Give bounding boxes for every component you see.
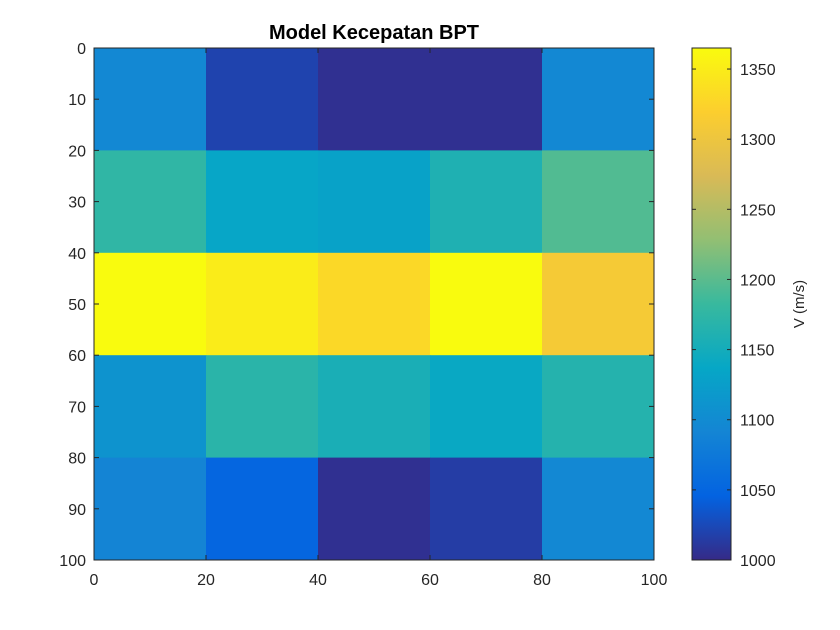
heatmap-cells	[94, 48, 655, 561]
heatmap-cell	[542, 457, 655, 561]
heatmap-cell	[206, 355, 319, 459]
heatmap-cell	[94, 355, 207, 459]
y-tick-label: 30	[68, 195, 86, 212]
heatmap-cell	[542, 355, 655, 459]
heatmap-cell	[542, 252, 655, 356]
y-axis: 0 10 20 30 40 50 60 70 80 90 100	[59, 41, 654, 570]
colorbar	[691, 47, 732, 561]
y-tick-label: 90	[68, 502, 86, 519]
x-tick-label: 60	[421, 572, 439, 589]
x-tick-label: 40	[309, 572, 327, 589]
heatmap-cell	[206, 150, 319, 254]
colorbar-tick-label: 1150	[740, 343, 775, 360]
heatmap-cell	[206, 252, 319, 356]
heatmap-cell	[542, 48, 655, 151]
y-tick-label: 20	[68, 143, 86, 160]
colorbar-tick-label: 1350	[740, 62, 776, 79]
heatmap-cell	[318, 150, 431, 254]
y-tick-label: 0	[77, 41, 86, 58]
y-tick-label: 100	[59, 553, 86, 570]
heatmap-cell	[206, 457, 319, 561]
heatmap-cell	[94, 252, 207, 356]
x-tick-label: 20	[197, 572, 215, 589]
y-tick-label: 60	[68, 348, 86, 365]
colorbar-label: V (m/s)	[791, 280, 808, 328]
x-tick-label: 0	[90, 572, 99, 589]
colorbar-tick-label: 1250	[740, 202, 776, 219]
heatmap-cell	[94, 48, 207, 151]
heatmap-cell	[318, 252, 431, 356]
y-tick-label: 70	[68, 399, 86, 416]
chart-title: Model Kecepatan BPT	[269, 22, 479, 44]
colorbar-axis: 1000 1050 1100 1150 1200 1250 1300 1350	[692, 62, 776, 570]
y-tick-label: 80	[68, 451, 86, 468]
y-tick-label: 10	[68, 92, 86, 109]
heatmap-cell	[94, 150, 207, 254]
colorbar-tick-label: 1050	[740, 483, 776, 500]
heatmap-cell	[94, 457, 207, 561]
heatmap-cell	[318, 457, 431, 561]
heatmap-cell	[318, 355, 431, 459]
heatmap-cell	[430, 355, 543, 459]
colorbar-tick-label: 1000	[740, 553, 776, 570]
heatmap-cell	[206, 48, 319, 151]
y-tick-label: 40	[68, 246, 86, 263]
heatmap-cell	[542, 150, 655, 254]
colorbar-tick-label: 1300	[740, 132, 776, 149]
colorbar-tick-label: 1100	[740, 413, 775, 430]
heatmap-cell	[430, 252, 543, 356]
x-axis: 0 20 40 60 80 100	[90, 48, 668, 589]
colorbar-tick-label: 1200	[740, 272, 776, 289]
x-tick-label: 100	[641, 572, 668, 589]
heatmap-cell	[430, 48, 543, 151]
heatmap-cell	[430, 150, 543, 254]
heatmap-cell	[318, 48, 431, 151]
y-tick-label: 50	[68, 297, 86, 314]
heatmap-cell	[430, 457, 543, 561]
x-tick-label: 80	[533, 572, 551, 589]
